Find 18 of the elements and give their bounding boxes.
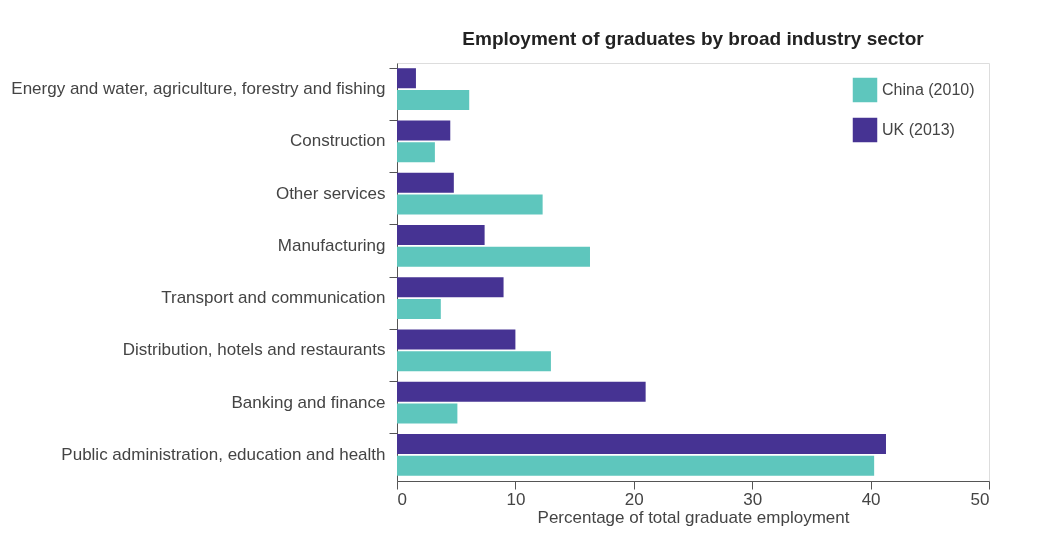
y-tick-label: Construction: [290, 131, 386, 151]
y-tick-label: Transport and communication: [161, 288, 386, 308]
y-tick-label: Public administration, education and health: [61, 444, 386, 464]
chart-title: Employment of graduates by broad industry sector: [462, 28, 925, 49]
y-tick-label: Distribution, hotels and restaurants: [122, 340, 386, 360]
y-tick-label: Other services: [275, 183, 386, 203]
x-tick-label: 30: [743, 489, 763, 509]
x-axis-title: Percentage of total graduate employment: [537, 507, 850, 527]
y-tick-label: Banking and finance: [231, 392, 386, 412]
legend-label: China (2010): [882, 81, 975, 98]
x-tick-label: 50: [970, 489, 990, 509]
x-tick-label: 40: [861, 489, 881, 509]
y-tick-label: Energy and water, agriculture, forestry and fishing: [11, 79, 386, 99]
x-tick-label: 20: [624, 489, 644, 509]
y-tick-label: Manufacturing: [277, 235, 386, 255]
x-tick-label: 10: [506, 489, 526, 509]
x-tick-label: 0: [397, 489, 407, 509]
legend-label: UK (2013): [882, 121, 955, 138]
